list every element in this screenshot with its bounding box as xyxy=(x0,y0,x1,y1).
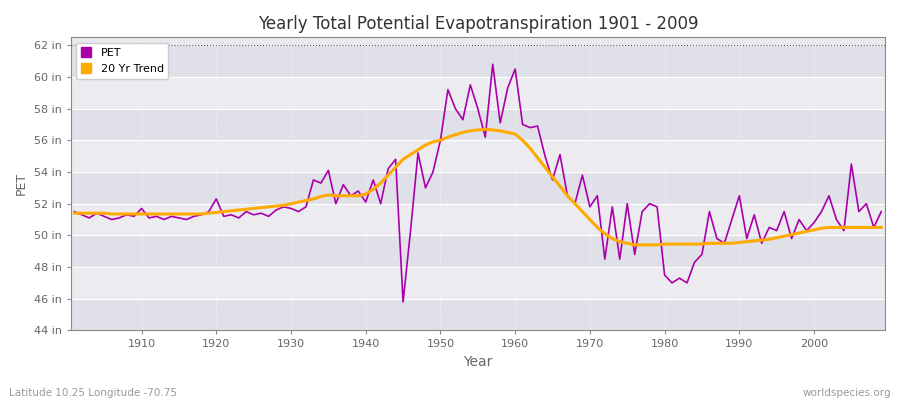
PET xyxy=(129,214,140,219)
PET xyxy=(518,122,528,127)
Line: PET: PET xyxy=(75,64,881,302)
Bar xyxy=(70,299,885,330)
20 Yr Trend xyxy=(69,211,80,216)
PET xyxy=(487,62,498,67)
Line: 20 Yr Trend: 20 Yr Trend xyxy=(75,129,881,245)
Bar xyxy=(70,235,885,267)
20 Yr Trend xyxy=(629,242,640,247)
20 Yr Trend xyxy=(509,132,520,136)
Bar xyxy=(70,45,885,77)
20 Yr Trend xyxy=(876,225,886,230)
20 Yr Trend xyxy=(518,138,528,143)
PET xyxy=(338,182,348,187)
Bar xyxy=(70,77,885,109)
20 Yr Trend xyxy=(607,236,617,241)
Text: Latitude 10.25 Longitude -70.75: Latitude 10.25 Longitude -70.75 xyxy=(9,388,177,398)
Bar xyxy=(70,204,885,235)
X-axis label: Year: Year xyxy=(464,355,492,369)
Title: Yearly Total Potential Evapotranspiration 1901 - 2009: Yearly Total Potential Evapotranspiratio… xyxy=(257,15,698,33)
Bar xyxy=(70,267,885,299)
Bar xyxy=(70,109,885,140)
20 Yr Trend xyxy=(293,200,304,204)
PET xyxy=(525,125,535,130)
Text: worldspecies.org: worldspecies.org xyxy=(803,388,891,398)
Legend: PET, 20 Yr Trend: PET, 20 Yr Trend xyxy=(76,43,168,79)
PET xyxy=(69,209,80,214)
PET xyxy=(398,300,409,304)
Bar xyxy=(70,172,885,204)
20 Yr Trend xyxy=(338,193,348,198)
Y-axis label: PET: PET xyxy=(15,172,28,196)
PET xyxy=(876,209,886,214)
PET xyxy=(615,257,626,262)
Bar xyxy=(70,140,885,172)
20 Yr Trend xyxy=(480,127,491,132)
20 Yr Trend xyxy=(129,212,140,216)
PET xyxy=(293,209,304,214)
